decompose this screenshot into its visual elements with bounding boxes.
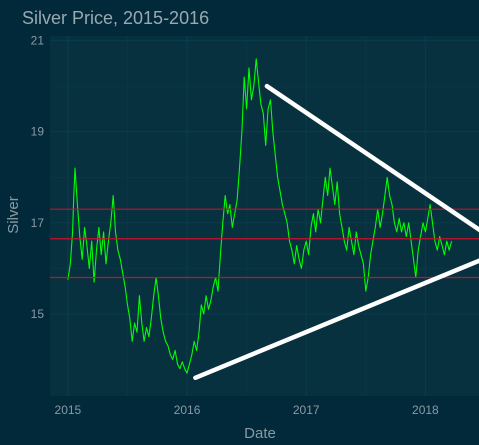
trendline [193,258,479,381]
silver-price-line [67,58,453,374]
y-tick-label: 15 [31,307,45,321]
x-tick-label: 2015 [55,403,82,417]
x-tick-label: 2018 [412,403,439,417]
x-tick-label: 2017 [293,403,320,417]
series-layer [67,58,453,374]
y-tick-label: 17 [31,216,45,230]
chart-title: Silver Price, 2015-2016 [22,8,209,28]
y-tick-label: 21 [31,34,45,48]
trendline [264,83,479,233]
y-axis-ticks: 15 17 19 21 [31,34,45,321]
y-axis-title: Silver [5,196,22,234]
x-axis-ticks: 2015 2016 2017 2018 [55,403,440,417]
x-axis-title: Date [244,425,276,442]
plot-panel-background [50,36,479,396]
horizontal-lines [50,208,479,279]
x-tick-label: 2016 [174,403,201,417]
trendlines [193,83,479,381]
y-tick-label: 19 [31,125,45,139]
grid-lines [50,36,479,396]
plot-panel [50,36,479,396]
